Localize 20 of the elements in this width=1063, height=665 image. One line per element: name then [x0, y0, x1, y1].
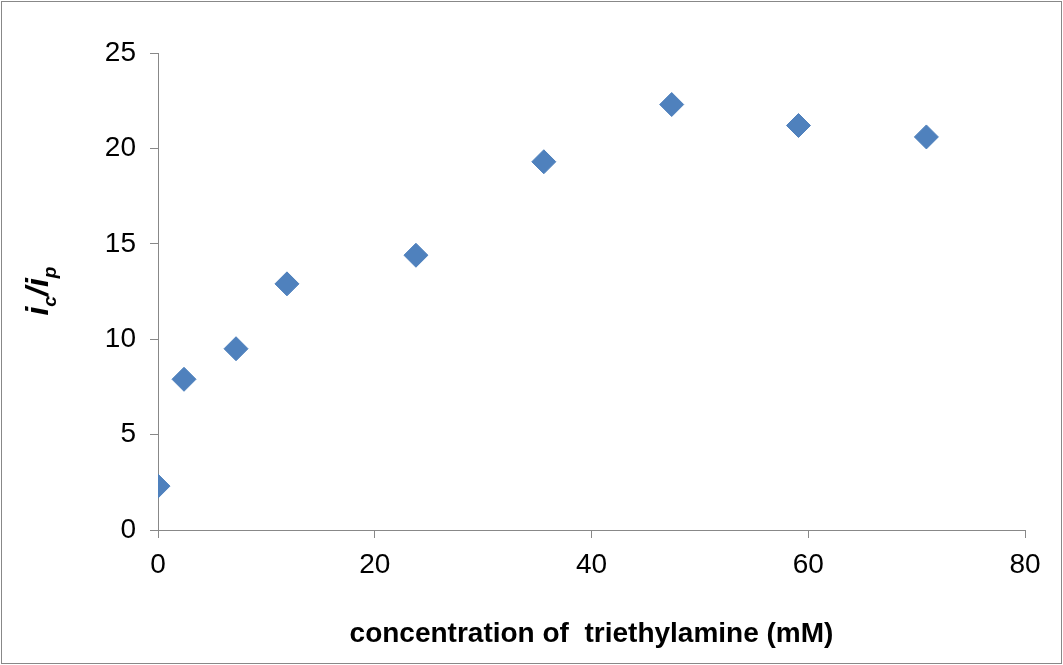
- point: [786, 113, 811, 138]
- y-tick-label: 0: [120, 512, 136, 544]
- point: [223, 336, 249, 362]
- x-axis-title: concentration of triethylamine (mM): [349, 616, 834, 648]
- x-tick-label: 60: [792, 547, 824, 579]
- point: [171, 366, 197, 392]
- point: [274, 271, 300, 297]
- y-tick-label: 5: [120, 417, 136, 449]
- point: [659, 92, 685, 118]
- y-tick-label: 10: [104, 321, 136, 353]
- point: [531, 149, 557, 175]
- x-tick-label: 80: [1009, 547, 1041, 579]
- x-tick-label: 40: [575, 547, 608, 579]
- point: [403, 242, 429, 268]
- y-tick-label: 25: [104, 35, 136, 67]
- x-tick-label: 20: [359, 547, 391, 579]
- y-tick-label: 15: [104, 226, 136, 258]
- y-tick-label: 20: [104, 131, 136, 163]
- x-tick-label: 0: [150, 547, 166, 579]
- point: [913, 124, 939, 150]
